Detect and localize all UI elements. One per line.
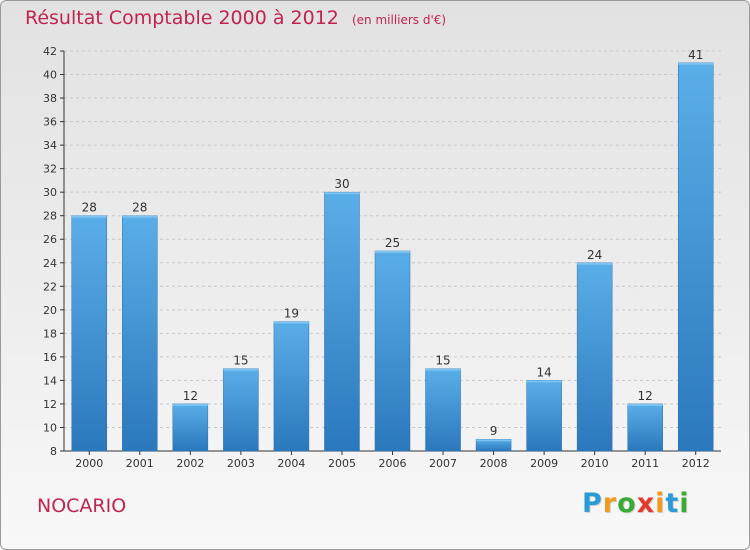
x-tick-label-2008: 2008 bbox=[480, 457, 508, 470]
logo-letter: P bbox=[582, 488, 603, 519]
bar-highlight bbox=[526, 380, 562, 383]
x-tick-label-2009: 2009 bbox=[530, 457, 558, 470]
bar-2003 bbox=[223, 368, 259, 452]
bar-highlight bbox=[71, 215, 107, 218]
axes: 8 10 12 14 16 18 20 22 24 26 28 30 32 34 36 38 40 42 2000 2… bbox=[43, 45, 721, 470]
bar-highlight bbox=[375, 251, 410, 253]
logo-letter: t bbox=[665, 488, 680, 519]
bar-highlight bbox=[122, 215, 158, 218]
x-tick-label-2011: 2011 bbox=[631, 457, 659, 470]
data-label-2004: 19 bbox=[284, 307, 299, 321]
bar-2002 bbox=[172, 403, 209, 452]
y-tick-label: 36 bbox=[43, 116, 57, 129]
y-tick-label: 18 bbox=[43, 327, 57, 340]
data-label-2006: 25 bbox=[385, 236, 400, 250]
bar-2007 bbox=[425, 368, 461, 452]
y-tick-label: 38 bbox=[43, 92, 57, 105]
proxiti-logo: Proxiti bbox=[582, 488, 690, 519]
y-tick-label: 20 bbox=[43, 304, 57, 317]
bars bbox=[71, 62, 714, 452]
bar-highlight bbox=[577, 262, 613, 265]
chart-title: Résultat Comptable 2000 à 2012 bbox=[25, 7, 339, 29]
y-tick-label: 24 bbox=[43, 257, 57, 270]
bar-2005 bbox=[324, 191, 360, 452]
logo-letter: i bbox=[679, 488, 690, 519]
y-tick-label: 26 bbox=[43, 233, 57, 246]
x-tick-label-2005: 2005 bbox=[328, 457, 356, 470]
x-tick-label-2010: 2010 bbox=[581, 457, 609, 470]
x-tick-label-2000: 2000 bbox=[75, 457, 103, 470]
x-tick-label-2002: 2002 bbox=[176, 457, 204, 470]
bar-highlight bbox=[324, 192, 360, 195]
data-label-2002: 12 bbox=[183, 389, 198, 403]
bar-2004 bbox=[273, 321, 310, 452]
y-tick-label: 28 bbox=[43, 210, 57, 223]
chart-title-row: Résultat Comptable 2000 à 2012 (en milli… bbox=[25, 7, 446, 29]
y-tick-label: 32 bbox=[43, 163, 57, 176]
y-tick-label: 22 bbox=[43, 280, 57, 293]
logo-letter: i bbox=[655, 488, 666, 519]
y-tick-label: 30 bbox=[43, 186, 57, 199]
y-tick-label: 40 bbox=[43, 69, 57, 82]
y-tick-label: 14 bbox=[43, 374, 57, 387]
data-label-2009: 14 bbox=[536, 365, 551, 379]
logo-letter: r bbox=[602, 488, 618, 519]
bar-highlight bbox=[223, 368, 259, 371]
data-label-2001: 28 bbox=[132, 201, 147, 215]
bar-2009 bbox=[526, 380, 562, 452]
y-tick-label: 42 bbox=[43, 45, 57, 58]
bar-highlight bbox=[678, 62, 714, 65]
place-name: NOCARIO bbox=[37, 495, 127, 517]
x-tick-label-2006: 2006 bbox=[379, 457, 407, 470]
bar-2010 bbox=[576, 262, 613, 452]
bar-highlight bbox=[627, 403, 663, 406]
data-labels: 28 28 12 15 19 30 25 15 9 14 24 12 41 bbox=[82, 48, 704, 438]
y-tick-label: 8 bbox=[50, 445, 57, 458]
x-tick-label-2007: 2007 bbox=[429, 457, 457, 470]
data-label-2007: 15 bbox=[435, 354, 450, 368]
data-label-2005: 30 bbox=[334, 177, 349, 191]
bar-2012 bbox=[677, 62, 714, 452]
data-label-2012: 41 bbox=[688, 48, 703, 62]
x-tick-label-2003: 2003 bbox=[227, 457, 255, 470]
bar-highlight bbox=[425, 368, 461, 371]
bar-2006 bbox=[374, 250, 411, 452]
bar-2000 bbox=[71, 215, 108, 452]
data-label-2011: 12 bbox=[638, 389, 653, 403]
data-label-2010: 24 bbox=[587, 248, 602, 262]
bar-2001 bbox=[122, 215, 158, 452]
logo-letter: o bbox=[617, 488, 637, 519]
data-label-2008: 9 bbox=[490, 424, 498, 438]
y-tick-label: 10 bbox=[43, 421, 57, 434]
x-tick-label-2004: 2004 bbox=[277, 457, 305, 470]
y-tick-label: 34 bbox=[43, 139, 57, 152]
bar-highlight bbox=[476, 439, 512, 442]
bar-highlight bbox=[273, 321, 309, 324]
x-tick-label-2001: 2001 bbox=[126, 457, 154, 470]
bar-2011 bbox=[627, 403, 663, 452]
data-label-2000: 28 bbox=[82, 201, 97, 215]
logo-letter: x bbox=[636, 488, 656, 519]
bar-highlight bbox=[172, 403, 208, 406]
chart-subtitle: (en milliers d'€) bbox=[351, 13, 447, 27]
x-tick-label-2012: 2012 bbox=[682, 457, 710, 470]
y-tick-label: 16 bbox=[43, 351, 57, 364]
data-label-2003: 15 bbox=[233, 354, 248, 368]
y-tick-label: 12 bbox=[43, 398, 57, 411]
